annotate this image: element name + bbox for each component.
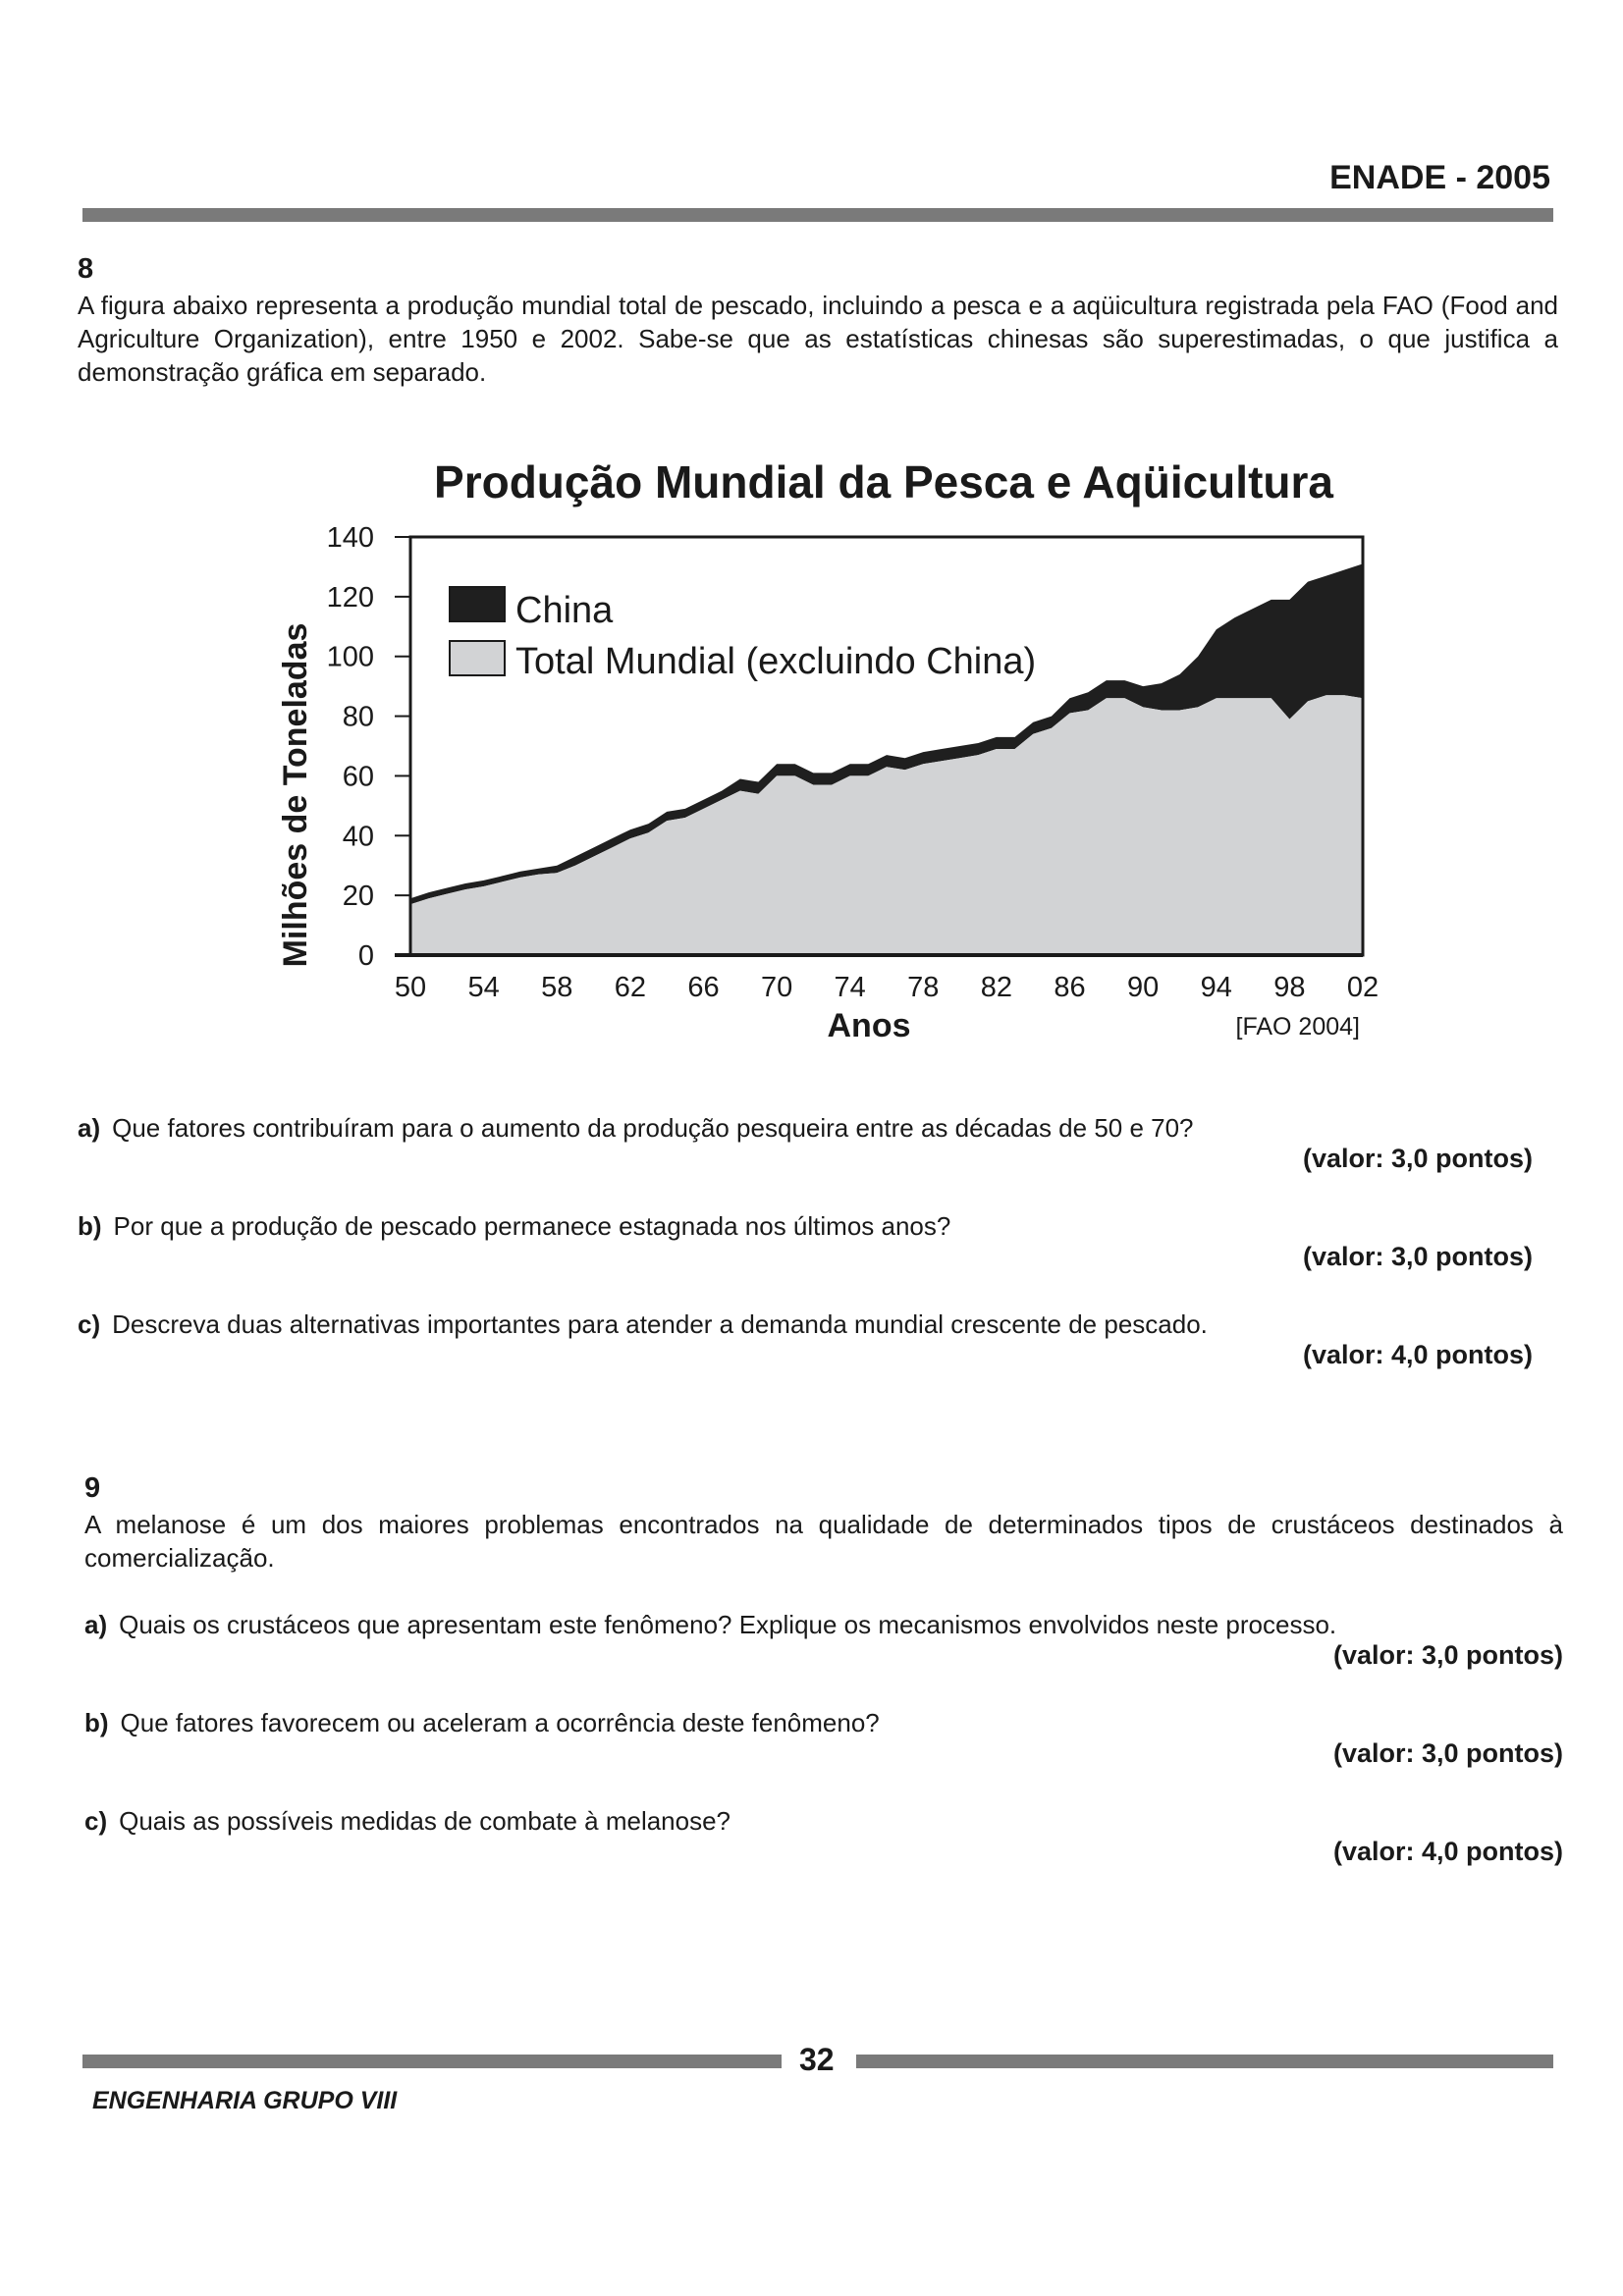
x-tick-label: 50 bbox=[395, 972, 426, 1003]
question-9-item-c: c) Quais as possíveis medidas de combate … bbox=[84, 1804, 730, 1838]
item-letter: c) bbox=[84, 1806, 108, 1836]
x-tick-label: 54 bbox=[467, 972, 499, 1003]
legend-swatch-china bbox=[449, 586, 506, 622]
legend-label-china: China bbox=[515, 590, 614, 631]
x-tick-label: 94 bbox=[1201, 972, 1232, 1003]
y-tick-label: 100 bbox=[327, 642, 374, 673]
chart-legend: China Total Mundial (excluindo China) bbox=[449, 586, 1036, 682]
x-tick-label: 62 bbox=[615, 972, 646, 1003]
x-tick-label: 02 bbox=[1347, 972, 1379, 1003]
item-letter: a) bbox=[78, 1113, 101, 1143]
y-tick-label: 120 bbox=[327, 582, 374, 614]
question-9-number: 9 bbox=[84, 1472, 101, 1504]
item-letter: b) bbox=[78, 1211, 102, 1241]
y-tick-label: 60 bbox=[343, 761, 374, 792]
x-tick-label: 98 bbox=[1273, 972, 1305, 1003]
item-text: Quais as possíveis medidas de combate à … bbox=[119, 1806, 731, 1836]
question-9-item-a: a) Quais os crustáceos que apresentam est… bbox=[84, 1608, 1336, 1641]
x-tick-label: 66 bbox=[687, 972, 719, 1003]
item-letter: b) bbox=[84, 1708, 109, 1737]
question-8-item-c-value: (valor: 4,0 pontos) bbox=[1302, 1340, 1533, 1369]
question-9-item-b: b) Que fatores favorecem ou aceleram a oc… bbox=[84, 1706, 880, 1739]
item-letter: a) bbox=[84, 1610, 108, 1639]
question-8-intro: A figura abaixo representa a produção mu… bbox=[78, 291, 1558, 387]
chart-title: Produção Mundial da Pesca e Aqüicultura bbox=[434, 456, 1333, 507]
y-tick-label: 80 bbox=[343, 702, 374, 733]
y-tick-label: 0 bbox=[358, 940, 374, 972]
page-number: 32 bbox=[799, 2042, 835, 2077]
question-9-item-c-value: (valor: 4,0 pontos) bbox=[1332, 1837, 1563, 1866]
item-text: Que fatores contribuíram para o aumento … bbox=[112, 1113, 1194, 1143]
y-tick-label: 20 bbox=[343, 881, 374, 912]
question-9-item-b-value: (valor: 3,0 pontos) bbox=[1332, 1738, 1563, 1768]
page-header-title: ENADE - 2005 bbox=[1329, 159, 1550, 196]
question-8-item-a-value: (valor: 3,0 pontos) bbox=[1302, 1144, 1533, 1173]
x-tick-label: 86 bbox=[1054, 972, 1085, 1003]
x-tick-label: 82 bbox=[981, 972, 1012, 1003]
y-tick-label: 40 bbox=[343, 821, 374, 852]
legend-swatch-world bbox=[449, 640, 506, 676]
x-tick-label: 74 bbox=[835, 972, 866, 1003]
footer-rule-right bbox=[856, 2055, 1553, 2068]
chart-source: [FAO 2004] bbox=[1236, 1013, 1360, 1041]
x-tick-label: 70 bbox=[761, 972, 792, 1003]
footer-rule-left bbox=[82, 2055, 782, 2068]
question-8-item-b-value: (valor: 3,0 pontos) bbox=[1302, 1242, 1533, 1271]
question-9-intro: A melanose é um dos maiores problemas en… bbox=[84, 1510, 1563, 1573]
x-tick-label: 78 bbox=[907, 972, 939, 1003]
item-text: Descreva duas alternativas importantes p… bbox=[112, 1309, 1208, 1339]
question-8-item-c: c) Descreva duas alternativas importantes… bbox=[78, 1308, 1208, 1341]
production-chart: Produção Mundial da Pesca e Aqüicultura … bbox=[277, 456, 1379, 1044]
header-rule bbox=[82, 208, 1553, 222]
chart-ylabel: Milhões de Toneladas bbox=[277, 623, 314, 968]
question-9-item-a-value: (valor: 3,0 pontos) bbox=[1332, 1640, 1563, 1670]
footer-course-label: ENGENHARIA GRUPO VIII bbox=[92, 2087, 398, 2114]
item-letter: c) bbox=[78, 1309, 101, 1339]
series-area-world-excluding-china bbox=[410, 695, 1363, 955]
chart-xlabel: Anos bbox=[828, 1007, 911, 1044]
item-text: Por que a produção de pescado permanece … bbox=[113, 1211, 951, 1241]
x-tick-label: 58 bbox=[541, 972, 572, 1003]
item-text: Que fatores favorecem ou aceleram a ocor… bbox=[120, 1708, 880, 1737]
legend-label-world: Total Mundial (excluindo China) bbox=[515, 641, 1036, 682]
question-8-item-b: b) Por que a produção de pescado permanec… bbox=[78, 1209, 950, 1243]
x-tick-label: 90 bbox=[1127, 972, 1159, 1003]
question-8-item-a: a) Que fatores contribuíram para o aument… bbox=[78, 1111, 1194, 1145]
question-8-number: 8 bbox=[78, 253, 94, 285]
y-tick-label: 140 bbox=[327, 522, 374, 554]
item-text: Quais os crustáceos que apresentam este … bbox=[119, 1610, 1337, 1639]
